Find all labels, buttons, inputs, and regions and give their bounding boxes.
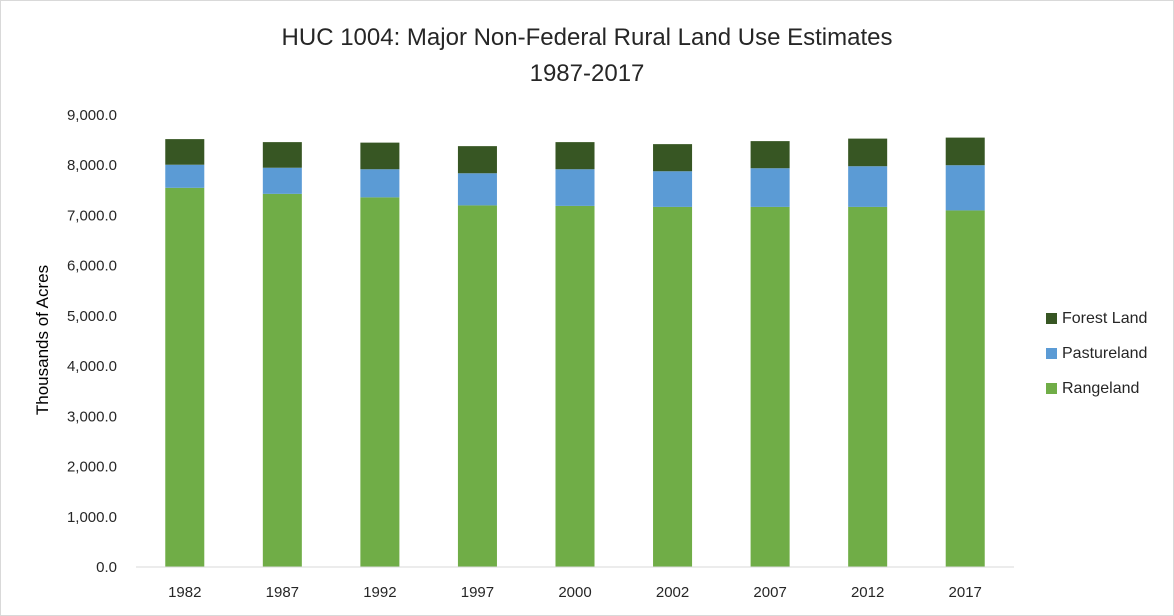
chart-title: HUC 1004: Major Non-Federal Rural Land U… xyxy=(282,24,893,51)
bar-pastureland-1982 xyxy=(165,164,205,188)
bar-forest-land-1987 xyxy=(262,142,302,168)
x-tick-label: 1982 xyxy=(168,584,201,601)
bar-rangeland-2000 xyxy=(555,205,595,567)
bar-rangeland-1987 xyxy=(262,193,302,568)
y-tick-label: 5,000.0 xyxy=(67,308,117,325)
bar-forest-land-2002 xyxy=(653,144,693,172)
bar-rangeland-1982 xyxy=(165,187,205,568)
bar-forest-land-2012 xyxy=(848,138,888,167)
y-tick-label: 2,000.0 xyxy=(67,459,117,476)
x-tick-label: 2002 xyxy=(656,584,689,601)
bar-pastureland-2002 xyxy=(653,171,693,207)
bar-forest-land-1982 xyxy=(165,139,205,165)
legend: Forest Land Pastureland Rangeland xyxy=(1046,310,1147,397)
bar-rangeland-1997 xyxy=(457,205,497,567)
bar-pastureland-2017 xyxy=(945,165,985,211)
legend-swatch xyxy=(1046,383,1057,394)
bar-pastureland-1997 xyxy=(457,173,497,206)
bar-forest-land-2007 xyxy=(750,141,790,169)
legend-label: Forest Land xyxy=(1062,310,1147,327)
bar-pastureland-2012 xyxy=(848,166,888,207)
y-tick-label: 4,000.0 xyxy=(67,358,117,375)
x-tick-label: 2012 xyxy=(851,584,884,601)
y-tick-label: 0.0 xyxy=(96,559,117,576)
bar-forest-land-1992 xyxy=(360,142,400,170)
y-tick-label: 9,000.0 xyxy=(67,107,117,124)
x-tick-label: 2007 xyxy=(753,584,786,601)
x-axis-ticks: 1982 1987 1992 1997 2000 2002 2007 2012 2017 xyxy=(168,584,982,601)
bars-group xyxy=(165,137,985,568)
y-axis-title: Thousands of Acres xyxy=(33,265,52,415)
legend-swatch xyxy=(1046,348,1057,359)
legend-label: Rangeland xyxy=(1062,380,1139,397)
chart-subtitle: 1987-2017 xyxy=(530,60,645,87)
legend-swatch xyxy=(1046,313,1057,324)
bar-pastureland-1987 xyxy=(262,167,302,194)
bar-pastureland-1992 xyxy=(360,169,400,198)
x-tick-label: 1992 xyxy=(363,584,396,601)
bar-rangeland-2012 xyxy=(848,206,888,567)
bar-rangeland-2017 xyxy=(945,210,985,567)
x-tick-label: 2017 xyxy=(949,584,982,601)
y-tick-label: 7,000.0 xyxy=(67,207,117,224)
x-tick-label: 1987 xyxy=(266,584,299,601)
y-tick-label: 6,000.0 xyxy=(67,258,117,275)
bar-forest-land-1997 xyxy=(457,146,497,174)
y-tick-label: 8,000.0 xyxy=(67,157,117,174)
bar-rangeland-2002 xyxy=(653,206,693,567)
x-tick-label: 1997 xyxy=(461,584,494,601)
legend-label: Pastureland xyxy=(1062,345,1147,362)
y-tick-label: 3,000.0 xyxy=(67,408,117,425)
bar-rangeland-2007 xyxy=(750,206,790,567)
bar-pastureland-2007 xyxy=(750,168,790,207)
bar-forest-land-2000 xyxy=(555,142,595,170)
y-tick-label: 1,000.0 xyxy=(67,509,117,526)
bar-rangeland-1992 xyxy=(360,197,400,567)
y-axis-ticks: 0.0 1,000.0 2,000.0 3,000.0 4,000.0 5,000.0 6,… xyxy=(67,107,117,576)
x-tick-label: 2000 xyxy=(558,584,591,601)
bar-pastureland-2000 xyxy=(555,169,595,206)
bar-forest-land-2017 xyxy=(945,137,985,166)
